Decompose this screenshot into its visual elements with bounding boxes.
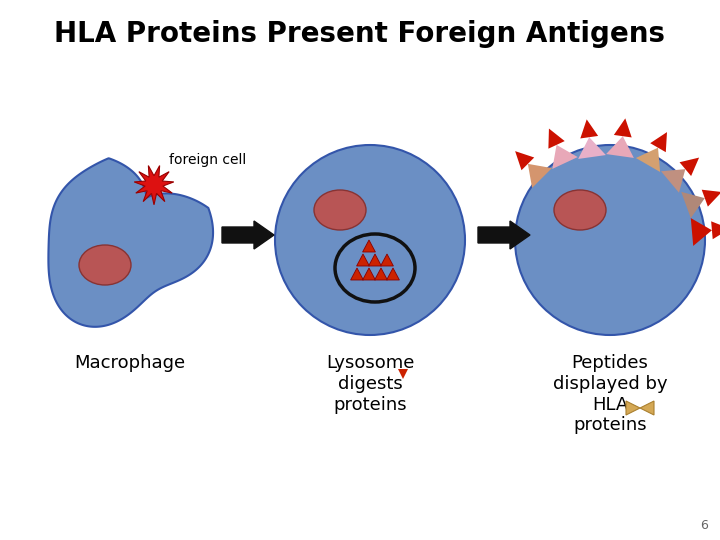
Polygon shape: [552, 145, 577, 169]
Polygon shape: [661, 169, 685, 193]
Polygon shape: [578, 137, 606, 159]
Polygon shape: [387, 268, 400, 280]
Polygon shape: [369, 254, 382, 266]
Polygon shape: [640, 401, 654, 415]
Polygon shape: [549, 129, 564, 148]
Text: foreign cell: foreign cell: [169, 153, 246, 167]
Text: HLA Proteins Present Foreign Antigens: HLA Proteins Present Foreign Antigens: [55, 20, 665, 48]
Ellipse shape: [79, 245, 131, 285]
FancyArrow shape: [478, 221, 530, 249]
Polygon shape: [614, 118, 631, 138]
Polygon shape: [381, 254, 393, 266]
Ellipse shape: [314, 190, 366, 230]
Polygon shape: [351, 268, 364, 280]
Polygon shape: [134, 166, 174, 205]
Polygon shape: [711, 221, 720, 239]
Polygon shape: [363, 268, 375, 280]
Polygon shape: [528, 164, 552, 188]
Polygon shape: [363, 240, 375, 252]
Ellipse shape: [554, 190, 606, 230]
Polygon shape: [374, 268, 387, 280]
Polygon shape: [48, 158, 213, 327]
Polygon shape: [702, 190, 720, 207]
Text: Lysosome
digests
proteins: Lysosome digests proteins: [326, 354, 414, 414]
Polygon shape: [515, 151, 534, 170]
Polygon shape: [580, 119, 598, 138]
Polygon shape: [681, 192, 705, 218]
Polygon shape: [680, 158, 699, 176]
Polygon shape: [398, 369, 408, 379]
Circle shape: [275, 145, 465, 335]
Polygon shape: [690, 218, 712, 246]
Circle shape: [515, 145, 705, 335]
Polygon shape: [626, 401, 640, 415]
Polygon shape: [650, 132, 667, 152]
Polygon shape: [606, 136, 634, 158]
Polygon shape: [636, 147, 660, 172]
Text: Macrophage: Macrophage: [74, 354, 186, 372]
FancyArrow shape: [222, 221, 274, 249]
Text: 6: 6: [700, 519, 708, 532]
Polygon shape: [356, 254, 369, 266]
Text: Peptides
displayed by
HLA
proteins: Peptides displayed by HLA proteins: [553, 354, 667, 434]
